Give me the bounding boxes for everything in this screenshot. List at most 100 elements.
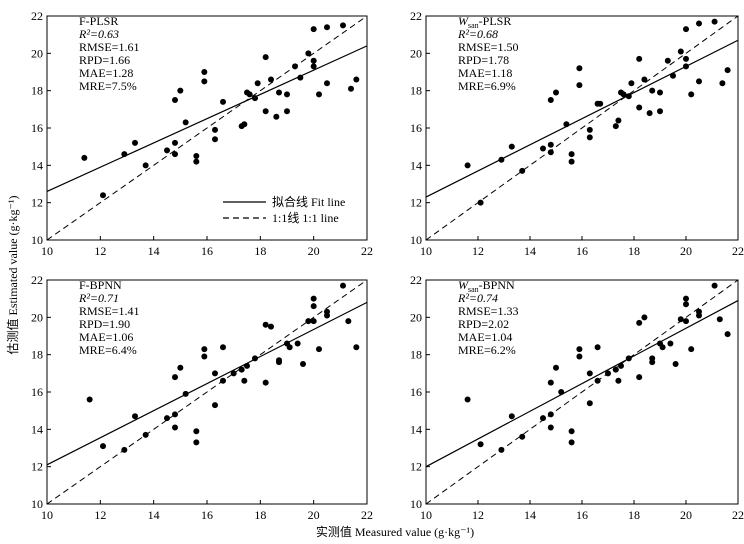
data-point [252, 355, 258, 362]
panel-stat: R²=0.63 [78, 27, 119, 41]
data-point [594, 344, 601, 351]
data-point [612, 123, 619, 130]
panel-title: F-PLSR [79, 14, 118, 28]
legend-fit-line-label: 拟合线 Fit line [272, 194, 345, 209]
data-point [696, 78, 702, 85]
data-point [164, 147, 170, 154]
data-point [696, 20, 702, 27]
x-tick-label: 22 [361, 508, 373, 522]
data-point [597, 100, 604, 107]
x-tick-label: 12 [472, 244, 484, 258]
y-tick-label: 18 [410, 84, 422, 98]
data-point [683, 55, 689, 62]
data-point [547, 379, 554, 386]
data-point [121, 151, 128, 158]
data-point [568, 158, 575, 165]
data-point [540, 415, 546, 422]
data-point [657, 108, 663, 115]
data-point [568, 428, 575, 435]
x-axis-title: 实测值 Measured value (g·kg⁻¹) [316, 524, 474, 539]
data-point [246, 91, 253, 98]
data-point [276, 89, 282, 96]
data-point [477, 199, 484, 206]
data-point [667, 340, 674, 347]
x-tick-label: 10 [41, 508, 53, 522]
panel-title: F-BPNN [79, 278, 122, 292]
x-tick-label: 12 [94, 244, 106, 258]
data-point [348, 85, 354, 92]
x-tick-label: 20 [680, 244, 692, 258]
x-tick-label: 12 [472, 508, 484, 522]
data-point [641, 76, 648, 83]
y-tick-label: 10 [410, 497, 422, 511]
y-tick-label: 10 [31, 497, 43, 511]
x-tick-label: 14 [148, 244, 160, 258]
data-point [568, 151, 575, 158]
data-point [340, 22, 346, 29]
data-point [201, 353, 208, 360]
data-point [284, 108, 290, 115]
data-point [636, 55, 643, 62]
y-tick-label: 10 [31, 233, 43, 247]
panel-stat: RPD=1.78 [458, 53, 509, 67]
panel-stat: RPD=1.66 [79, 53, 130, 67]
x-tick-label: 16 [576, 508, 588, 522]
panel-stat: R²=0.68 [457, 27, 498, 41]
data-point [625, 355, 632, 362]
y-axis-title: 估测值 Estimated value (g·kg⁻¹) [5, 196, 20, 355]
data-point [519, 433, 526, 440]
data-point [641, 314, 648, 321]
data-point [262, 321, 269, 328]
data-point [576, 353, 583, 360]
data-point [201, 78, 208, 85]
data-point [724, 331, 731, 338]
data-point [262, 54, 269, 61]
data-point [664, 57, 671, 64]
y-tick-label: 18 [31, 84, 43, 98]
data-point [547, 97, 554, 103]
data-point [636, 104, 643, 111]
data-point [628, 80, 635, 87]
data-point [81, 154, 88, 161]
data-point [220, 98, 226, 105]
data-point [688, 91, 695, 98]
data-point [172, 151, 178, 158]
data-point [612, 366, 619, 373]
panel-stat: MRE=6.4% [79, 343, 137, 357]
data-point [172, 139, 178, 146]
panel-title: Wsan-BPNN [458, 278, 515, 294]
data-point [547, 411, 554, 418]
x-tick-label: 20 [680, 508, 692, 522]
panel-stat: MAE=1.06 [79, 330, 133, 344]
x-tick-label: 20 [308, 244, 320, 258]
data-point [683, 318, 689, 325]
y-tick-label: 16 [31, 385, 43, 399]
y-tick-label: 18 [410, 348, 422, 362]
data-point [677, 316, 684, 323]
data-point [716, 316, 723, 323]
data-point [305, 318, 312, 325]
data-point [193, 158, 200, 165]
panel-stat: MAE=1.18 [458, 66, 512, 80]
data-point [615, 377, 622, 384]
x-tick-label: 14 [148, 508, 160, 522]
data-point [711, 18, 718, 25]
y-tick-label: 16 [410, 385, 422, 399]
y-tick-label: 16 [410, 121, 422, 135]
data-point [646, 110, 653, 117]
data-point [164, 415, 170, 422]
data-point [547, 141, 554, 148]
data-point [568, 439, 575, 446]
x-tick-label: 12 [94, 508, 106, 522]
data-point [172, 374, 178, 381]
data-point [310, 295, 317, 302]
data-point [201, 69, 208, 75]
data-point [142, 431, 149, 438]
data-point [553, 89, 559, 96]
panel-stat: MRE=7.5% [79, 79, 137, 93]
data-point [688, 346, 695, 353]
data-point [677, 48, 684, 55]
y-tick-label: 20 [410, 46, 422, 60]
x-tick-label: 22 [732, 508, 744, 522]
